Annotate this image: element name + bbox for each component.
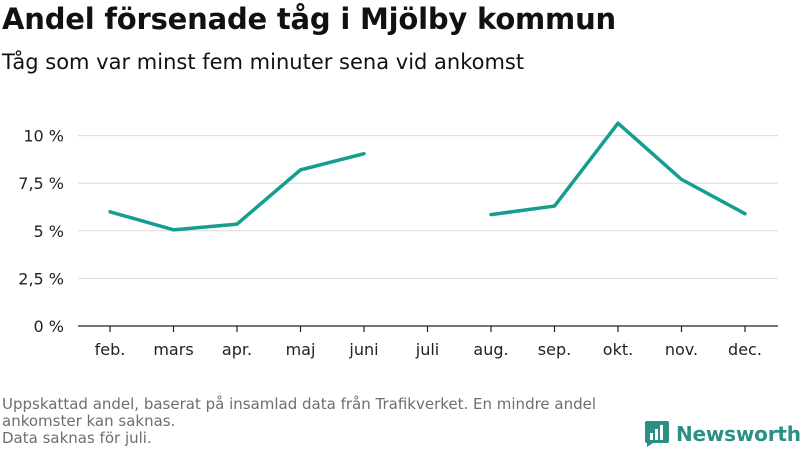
y-tick-label: 7,5 % xyxy=(18,174,64,193)
newsworthy-logo: Newsworthy xyxy=(644,420,800,448)
x-tick-label: aug. xyxy=(473,340,508,359)
line-chart: 0 % 2,5 % 5 % 7,5 % 10 % feb. mars apr. maj juni… xyxy=(18,121,778,359)
footnote-line-missing: Data saknas för juli. xyxy=(2,429,152,447)
x-tick-label: juni xyxy=(348,340,378,359)
y-tick-label: 0 % xyxy=(34,317,64,336)
chart-title: Andel försenade tåg i Mjölby kommun xyxy=(2,2,616,36)
x-tick-label: maj xyxy=(286,340,316,359)
x-tick-label: nov. xyxy=(665,340,698,359)
y-tick-label: 5 % xyxy=(34,222,64,241)
series-line-segment xyxy=(489,121,747,217)
series-line-segment xyxy=(108,151,366,232)
y-tick-label: 10 % xyxy=(23,127,64,146)
bar-chart-logo-icon xyxy=(645,421,669,447)
brand-name: Newsworthy xyxy=(676,422,800,446)
x-tick-label: dec. xyxy=(728,340,762,359)
x-tick-label: feb. xyxy=(95,340,126,359)
x-tick-label: juli xyxy=(415,340,439,359)
chart-subtitle: Tåg som var minst fem minuter sena vid a… xyxy=(2,50,525,74)
footnote-line-source: Uppskattad andel, baserat på insamlad da… xyxy=(2,395,597,430)
x-tick-label: mars xyxy=(153,340,193,359)
footnote: Uppskattad andel, baserat på insamlad da… xyxy=(2,396,632,447)
x-tick-label: apr. xyxy=(222,340,252,359)
x-tick-label: okt. xyxy=(603,340,633,359)
x-tick-label: sep. xyxy=(538,340,571,359)
y-tick-label: 2,5 % xyxy=(18,269,64,288)
